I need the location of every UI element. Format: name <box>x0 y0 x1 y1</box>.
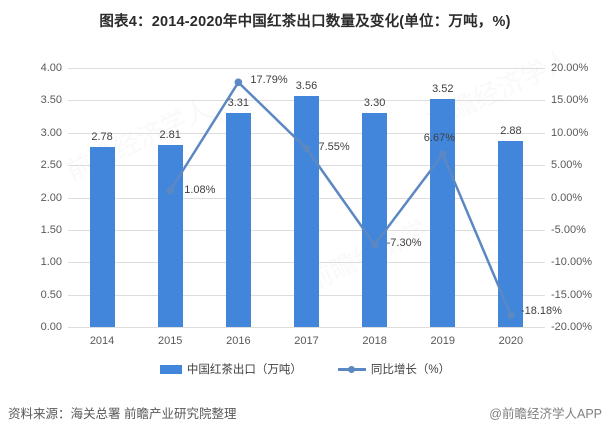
line-value-label: 1.08% <box>184 183 216 196</box>
legend-item-growth: 同比增长（%） <box>337 361 451 377</box>
y-axis-tick-right: -10.00% <box>551 256 592 269</box>
y-axis-tick-left: 2.00 <box>40 191 62 204</box>
x-axis-tick: 2016 <box>226 335 251 347</box>
bar-value-label: 3.30 <box>363 97 386 110</box>
line-point-marker <box>234 78 243 87</box>
line-series-swatch <box>337 364 366 374</box>
credit-text: @前瞻经济学人APP <box>489 407 602 421</box>
y-axis-tick-right: 0.00% <box>551 191 583 204</box>
line-value-label: 6.67% <box>423 132 455 145</box>
bar-value-label: 2.88 <box>500 124 522 137</box>
bar-value-label: 3.31 <box>227 96 250 109</box>
x-axis-tick: 2020 <box>498 335 524 347</box>
line-value-label: -7.30% <box>386 236 422 249</box>
line-value-label: -18.18% <box>520 305 562 318</box>
y-axis-tick-right: 10.00% <box>551 126 589 139</box>
legend-label-exports: 中国红茶出口（万吨） <box>186 364 302 376</box>
bar-value-label: 2.78 <box>91 130 113 143</box>
legend: 中国红茶出口（万吨） 同比增长（%） <box>0 360 610 378</box>
y-axis-tick-left: 3.50 <box>40 94 62 107</box>
y-axis-tick-left: 3.00 <box>40 126 62 139</box>
x-axis-tick: 2014 <box>89 335 115 347</box>
bar-value-label: 3.56 <box>295 80 318 93</box>
x-axis-tick: 2017 <box>294 335 319 347</box>
data-source-text: 资料来源：海关总署 前瞻产业研究院整理 <box>8 407 237 421</box>
x-axis-tick: 2015 <box>157 335 183 347</box>
y-axis-tick-right: -15.00% <box>551 288 592 301</box>
y-axis-tick-right: 20.00% <box>551 62 589 74</box>
legend-label-growth: 同比增长（%） <box>370 364 451 376</box>
y-axis-tick-left: 1.50 <box>40 223 62 236</box>
y-axis-tick-left: 1.00 <box>40 256 62 269</box>
bar <box>362 113 388 327</box>
y-axis-tick-right: 15.00% <box>551 94 589 107</box>
bar-value-label: 3.52 <box>432 83 454 96</box>
legend-item-exports: 中国红茶出口（万吨） <box>159 361 302 377</box>
gridline <box>68 68 545 69</box>
bar <box>294 96 319 327</box>
bar-series-swatch <box>159 364 182 374</box>
bar <box>225 112 251 327</box>
bar <box>157 145 183 327</box>
y-axis-tick-left: 4.00 <box>40 62 62 74</box>
bar-value-label: 2.81 <box>159 129 181 142</box>
y-axis-tick-right: 5.00% <box>551 159 583 172</box>
x-axis-tick: 2018 <box>362 335 387 347</box>
footer: 资料来源：海关总署 前瞻产业研究院整理 @前瞻经济学人APP <box>0 401 610 421</box>
bar <box>89 146 115 327</box>
y-axis-tick-right: -5.00% <box>551 223 586 236</box>
y-axis-tick-left: 0.00 <box>40 321 62 333</box>
line-value-label: 7.55% <box>318 140 350 153</box>
y-axis-tick-right: -20.00% <box>551 321 592 333</box>
line-value-label: 17.79% <box>250 74 288 87</box>
gridline <box>68 327 545 328</box>
chart-title: 图表4：2014-2020年中国红茶出口数量及变化(单位：万吨，%) <box>99 14 511 30</box>
y-axis-tick-left: 2.50 <box>40 159 62 172</box>
bar <box>498 140 524 327</box>
growth-line <box>169 80 513 316</box>
y-axis-tick-left: 0.50 <box>40 288 62 301</box>
x-axis-tick: 2019 <box>430 335 456 347</box>
